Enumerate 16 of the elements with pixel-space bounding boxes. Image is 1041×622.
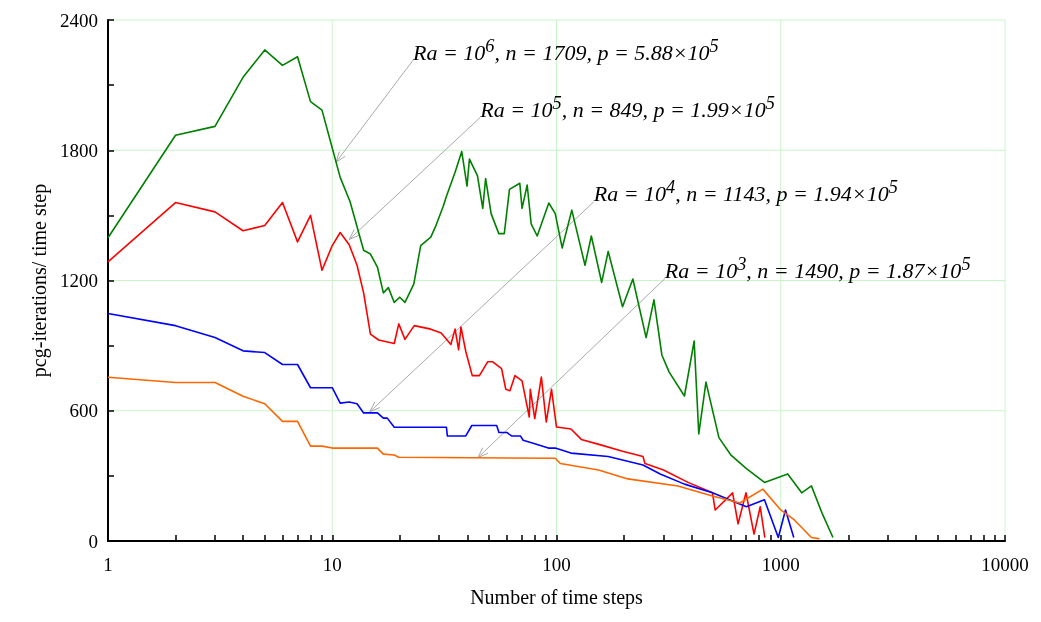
x-tick-label: 1 bbox=[103, 554, 113, 575]
annotation: Ra = 10$^{5}$, n = 849, p = 1.99×10$^{5}$ bbox=[480, 92, 775, 122]
y-tick-label: 600 bbox=[69, 400, 98, 422]
y-tick-label: 0 bbox=[88, 530, 98, 552]
y-axis-title: pcg-iterations/ time step bbox=[28, 183, 52, 378]
x-tick-label: 1000 bbox=[761, 554, 800, 575]
x-tick-label: 10 bbox=[322, 554, 342, 575]
y-tick-label: 2400 bbox=[60, 9, 98, 31]
annotation: Ra = 10$^{4}$, n = 1143, p = 1.94×10$^{5}$ bbox=[593, 176, 898, 207]
annotation: Ra = 10$^{6}$, n = 1709, p = 5.88×10$^{5}$ bbox=[413, 35, 719, 65]
x-tick-label: 10000 bbox=[981, 554, 1029, 575]
annotation: Ra = 10$^{3}$, n = 1490, p = 1.87×10$^{5}$ bbox=[664, 253, 971, 283]
x-axis-title: Number of time steps bbox=[470, 586, 644, 609]
x-tick-label: 100 bbox=[542, 554, 571, 575]
y-tick-label: 1200 bbox=[60, 270, 98, 291]
y-tick-label: 1800 bbox=[60, 139, 98, 161]
